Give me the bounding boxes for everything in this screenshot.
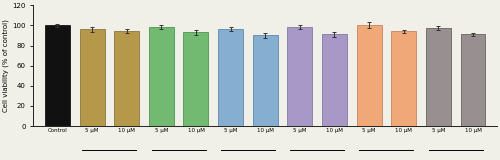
Bar [392,32,416,126]
Bar [356,25,382,126]
Y-axis label: Cell viability (% of control): Cell viability (% of control) [3,19,10,112]
Bar [288,27,312,126]
Bar [114,32,139,126]
Bar [184,32,208,126]
Bar [45,25,70,126]
Bar [322,35,347,126]
Bar [80,29,104,126]
Bar [460,35,485,126]
Bar [252,36,278,126]
Bar [218,29,243,126]
Bar [149,27,174,126]
Bar [426,28,451,126]
